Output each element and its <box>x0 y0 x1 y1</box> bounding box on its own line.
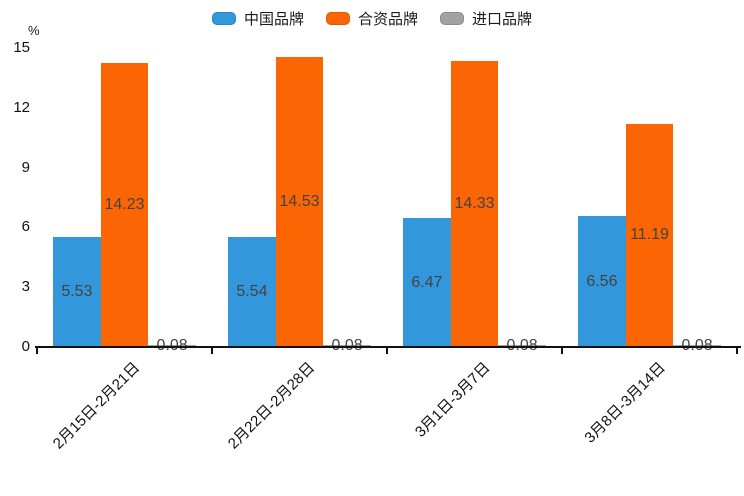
x-tick-mark <box>386 348 388 354</box>
bar <box>100 63 149 347</box>
x-tick-mark <box>736 348 738 354</box>
legend-label: 中国品牌 <box>243 11 304 28</box>
value-label: 6.47 <box>411 273 443 291</box>
value-label: 11.19 <box>630 226 669 244</box>
value-label: 5.54 <box>236 282 268 300</box>
legend-swatch-icon <box>211 12 236 25</box>
value-label: 0.08 <box>507 337 538 355</box>
y-tick-label: 12 <box>13 98 30 116</box>
bar <box>275 57 324 347</box>
x-tick-mark <box>211 348 213 354</box>
bar <box>228 236 276 347</box>
value-label: 14.23 <box>104 196 145 214</box>
y-tick-label: 9 <box>21 158 30 176</box>
legend-swatch-icon <box>325 12 350 25</box>
x-tick-mark <box>561 348 563 354</box>
legend-swatch-icon <box>440 12 464 25</box>
y-tick-label: 6 <box>21 218 30 236</box>
x-category-label: 3月8日-3月14日 <box>581 359 669 447</box>
bar <box>625 123 674 347</box>
x-category-label: 2月22日-2月28日 <box>225 359 319 453</box>
chart-legend: 中国品牌 合资品牌 进口品牌 <box>0 8 744 29</box>
x-category-label: 2月15日-2月21日 <box>50 359 144 453</box>
bar <box>53 236 101 347</box>
value-label: 5.53 <box>61 282 93 300</box>
value-label: 0.08 <box>157 337 188 355</box>
legend-item-2: 进口品牌 <box>440 8 532 29</box>
bar <box>403 218 451 347</box>
value-label: 14.53 <box>279 193 320 211</box>
legend-label: 进口品牌 <box>472 11 533 28</box>
value-label: 14.33 <box>454 195 495 213</box>
bar <box>450 61 499 347</box>
y-tick-label: 15 <box>13 39 30 56</box>
y-axis-unit-label: % <box>28 23 40 38</box>
plot-area: 5.53 14.23 0.08 5.54 14.53 0.08 6.47 14.33 0.08 6… <box>37 48 737 354</box>
bar <box>578 216 626 347</box>
legend-item-1: 合资品牌 <box>325 8 418 29</box>
value-label: 6.56 <box>586 272 618 290</box>
legend-item-0: 中国品牌 <box>211 8 304 29</box>
legend-label: 合资品牌 <box>357 11 418 28</box>
value-label: 0.08 <box>682 337 713 355</box>
x-axis-line <box>35 346 741 348</box>
y-tick-label: 3 <box>21 278 30 296</box>
x-tick-mark <box>36 348 38 354</box>
value-label: 0.08 <box>332 337 363 355</box>
y-tick-label: 0 <box>21 338 30 355</box>
x-category-label: 3月1日-3月7日 <box>412 359 494 441</box>
